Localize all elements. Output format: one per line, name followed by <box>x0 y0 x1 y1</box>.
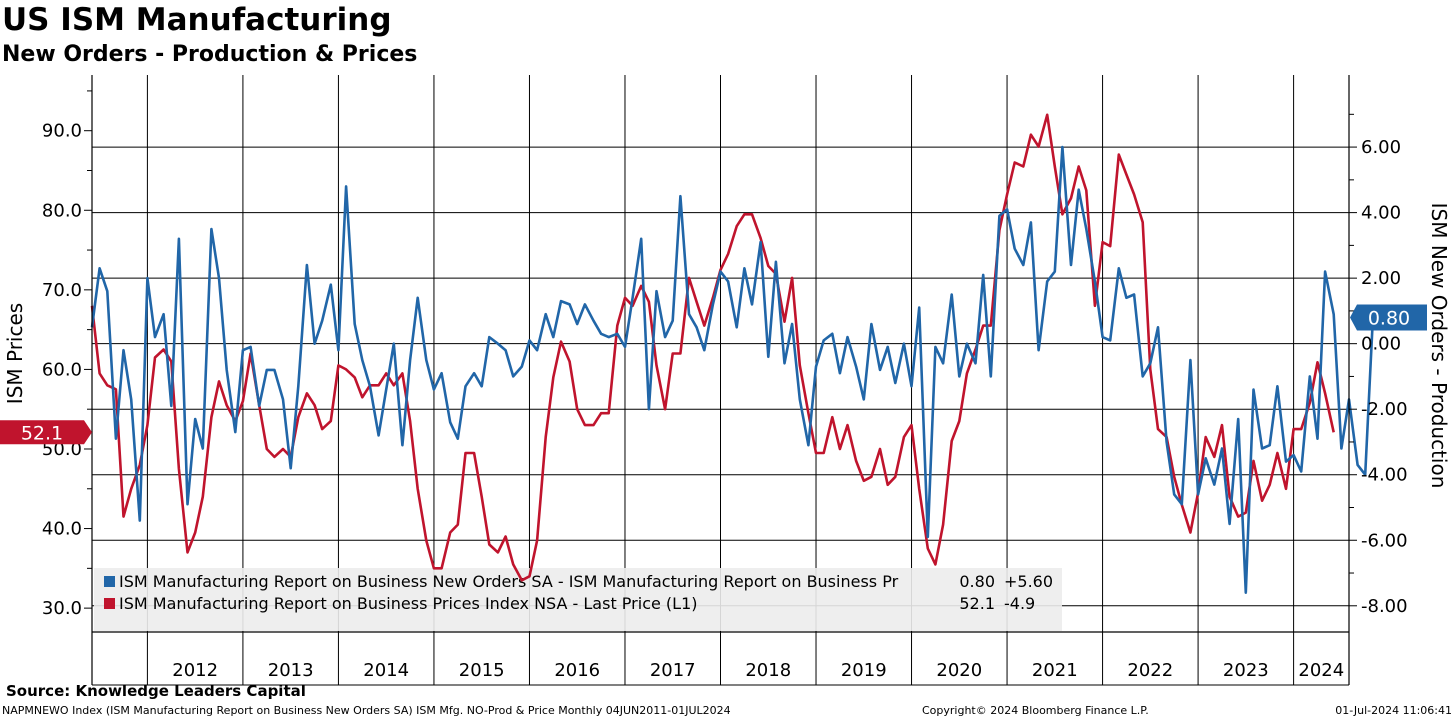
year-label: 2014 <box>363 660 409 681</box>
left-tick-label: 80.0 <box>42 200 82 221</box>
legend-last-blue: 0.80 <box>959 572 995 591</box>
series-line-red <box>90 113 1335 582</box>
right-tick-label: -6.00 <box>1361 530 1408 551</box>
left-tick-label: 40.0 <box>42 519 82 540</box>
legend-last-red: 52.1 <box>959 594 995 613</box>
legend-label-blue: ISM Manufacturing Report on Business New… <box>119 572 899 591</box>
right-axis-title: ISM New Orders - Production <box>1427 203 1451 489</box>
year-label: 2015 <box>459 660 505 681</box>
year-label: 2021 <box>1032 660 1078 681</box>
year-label: 2013 <box>268 660 314 681</box>
last-value-tag-red <box>0 420 92 445</box>
chart-subtitle: New Orders - Production & Prices <box>2 42 418 67</box>
legend-change-blue: +5.60 <box>1004 572 1053 591</box>
left-tick-label: 60.0 <box>42 359 82 380</box>
right-tick-label: 6.00 <box>1361 137 1401 158</box>
year-label: 2020 <box>936 660 982 681</box>
left-axis-title: ISM Prices <box>3 303 27 404</box>
year-label: 2012 <box>172 660 218 681</box>
year-label: 2017 <box>650 660 696 681</box>
right-tick-label: 0.00 <box>1361 334 1401 355</box>
left-tick-label: 70.0 <box>42 280 82 301</box>
right-tick-label: -2.00 <box>1361 399 1408 420</box>
source-note: Source: Knowledge Leaders Capital <box>6 682 306 700</box>
year-label: 2019 <box>841 660 887 681</box>
legend-label-red: ISM Manufacturing Report on Business Pri… <box>119 594 698 613</box>
last-value-tag-blue <box>1350 304 1427 331</box>
legend-change-red: -4.9 <box>1004 594 1035 613</box>
right-tick-label: 2.00 <box>1361 268 1401 289</box>
year-label: 2016 <box>554 660 600 681</box>
year-label: 2023 <box>1223 660 1269 681</box>
legend-swatch-blue <box>104 576 115 587</box>
right-tick-label: -4.00 <box>1361 465 1408 486</box>
footer-index-description: NAPMNEWO Index (ISM Manufacturing Report… <box>2 704 731 717</box>
series-line-blue <box>90 145 1375 594</box>
last-value-label-blue: 0.80 <box>1368 307 1410 329</box>
last-value-label-red: 52.1 <box>21 422 63 444</box>
year-label: 2018 <box>745 660 791 681</box>
right-tick-label: 4.00 <box>1361 203 1401 224</box>
year-label: 2024 <box>1298 660 1344 681</box>
left-tick-label: 30.0 <box>42 598 82 619</box>
left-tick-label: 90.0 <box>42 121 82 142</box>
right-tick-label: -8.00 <box>1361 596 1408 617</box>
legend-swatch-red <box>104 598 115 609</box>
footer-copyright: Copyright© 2024 Bloomberg Finance L.P. <box>922 704 1149 717</box>
legend-box <box>94 568 1062 631</box>
chart-title: US ISM Manufacturing <box>2 2 392 38</box>
footer-timestamp: 01-Jul-2024 11:06:41 <box>1335 704 1452 717</box>
year-label: 2022 <box>1127 660 1173 681</box>
